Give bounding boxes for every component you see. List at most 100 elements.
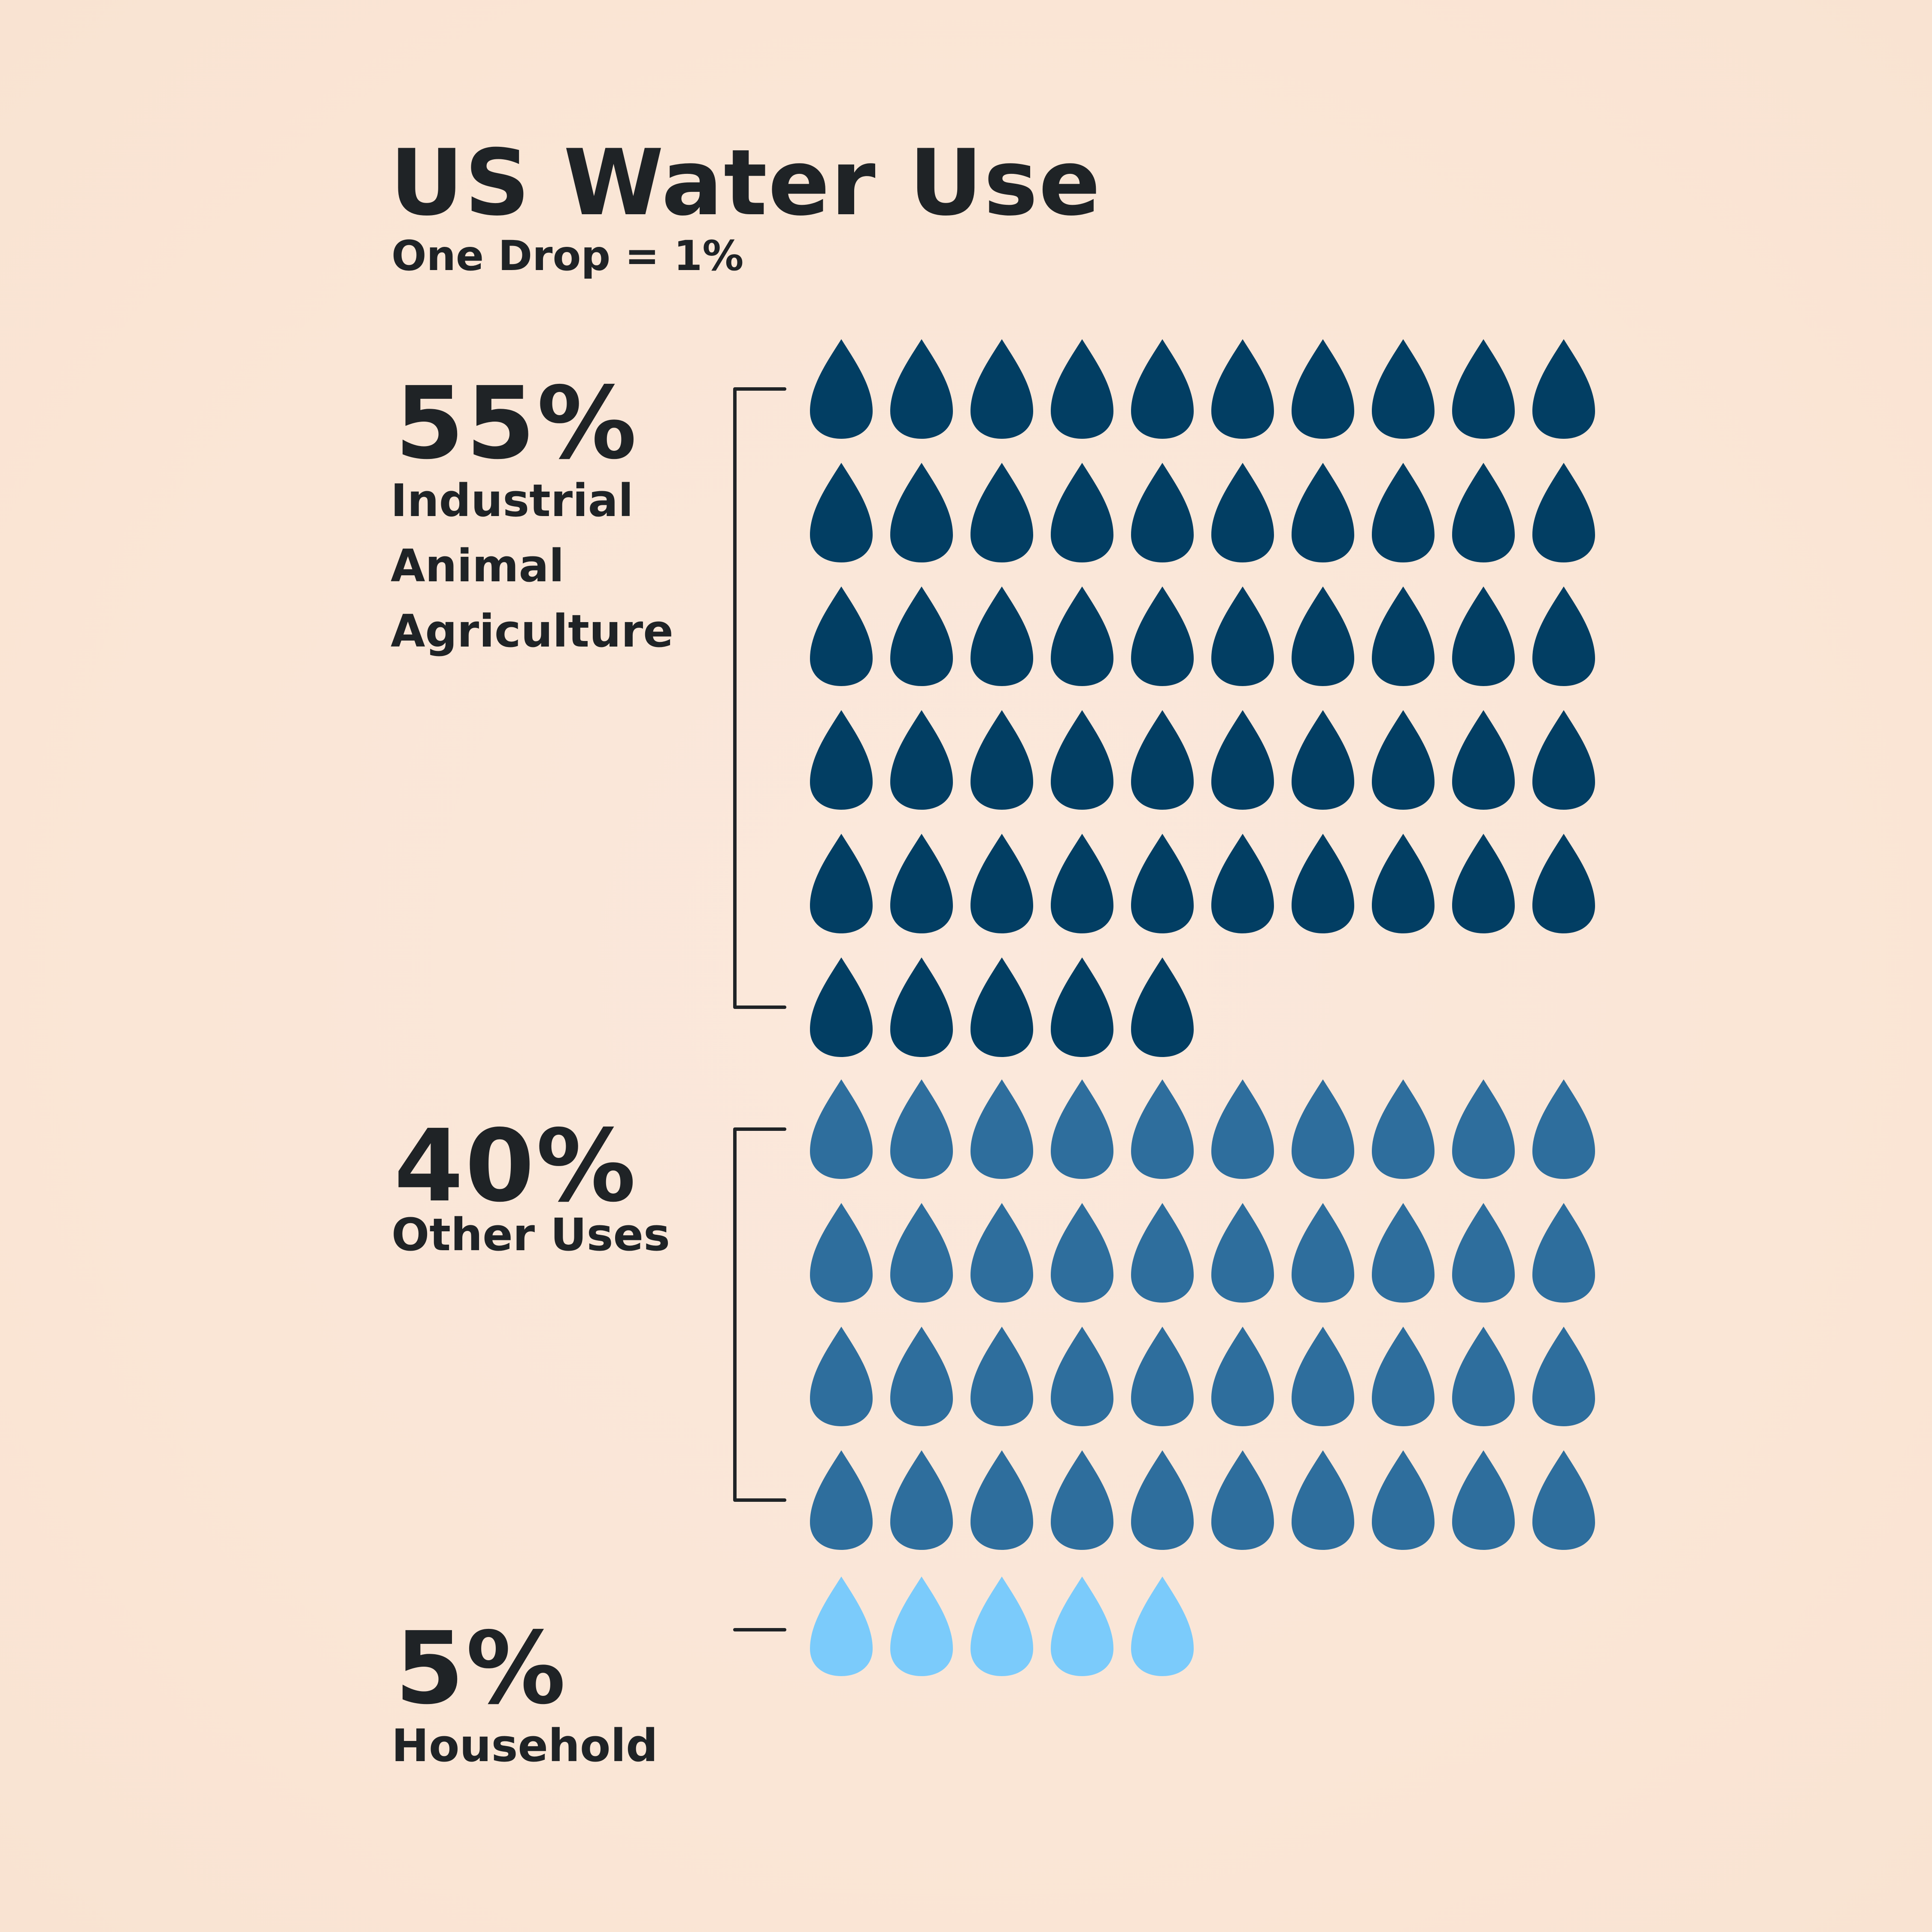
water-drop-icon <box>1372 1450 1435 1550</box>
water-drop-icon <box>1292 339 1354 439</box>
water-drop-icon <box>1131 586 1194 686</box>
water-drop-icon <box>1452 710 1515 810</box>
water-drop-icon <box>1372 463 1435 562</box>
water-drop-icon <box>890 1577 953 1676</box>
water-drop-icon <box>890 463 953 562</box>
label-industrial-line-1: Industrial <box>391 474 634 527</box>
water-drop-icon <box>1131 1203 1194 1303</box>
series-3-drops <box>810 1577 1194 1676</box>
water-drop-icon <box>1131 339 1194 439</box>
water-drop-icon <box>971 586 1033 686</box>
label-industrial-line-2: Animal <box>391 540 564 592</box>
water-drop-icon <box>890 1327 953 1426</box>
water-drop-icon <box>971 339 1033 439</box>
water-drop-icon <box>1051 1079 1113 1179</box>
water-drop-icon <box>971 710 1033 810</box>
water-drop-icon <box>890 834 953 933</box>
pct-household: 5% <box>395 1610 567 1726</box>
water-drop-icon <box>1051 1450 1113 1550</box>
water-drop-icon <box>1532 1203 1595 1303</box>
water-drop-icon <box>971 1450 1033 1550</box>
water-drop-icon <box>971 1577 1033 1676</box>
water-drop-icon <box>1452 1203 1515 1303</box>
water-drop-icon <box>1131 1327 1194 1426</box>
water-drop-icon <box>1372 1327 1435 1426</box>
water-drop-icon <box>890 710 953 810</box>
water-drop-icon <box>971 957 1033 1057</box>
water-drop-icon <box>810 1577 873 1676</box>
water-drop-icon <box>971 463 1033 562</box>
water-drop-icon <box>810 1327 873 1426</box>
water-drop-icon <box>1452 834 1515 933</box>
water-drop-icon <box>810 463 873 562</box>
water-drop-icon <box>1131 957 1194 1057</box>
water-drop-icon <box>1372 1079 1435 1179</box>
series-2-drops <box>810 1079 1595 1550</box>
water-drop-icon <box>1131 834 1194 933</box>
water-drop-icon <box>1452 1079 1515 1179</box>
label-other: Other Uses <box>391 1209 670 1261</box>
water-drop-icon <box>1292 1327 1354 1426</box>
water-drop-icon <box>1532 1327 1595 1426</box>
water-drop-icon <box>1051 586 1113 686</box>
water-drop-icon <box>1051 957 1113 1057</box>
water-drop-icon <box>1452 339 1515 439</box>
water-drop-icon <box>1292 586 1354 686</box>
water-drop-icon <box>1532 463 1595 562</box>
water-drop-icon <box>1051 710 1113 810</box>
water-drop-icon <box>1372 586 1435 686</box>
pct-other: 40% <box>394 1108 638 1224</box>
water-drop-icon <box>1372 1203 1435 1303</box>
water-drop-icon <box>971 834 1033 933</box>
water-drop-icon <box>1211 1450 1274 1550</box>
water-drop-icon <box>1051 834 1113 933</box>
water-drop-icon <box>971 1079 1033 1179</box>
water-drop-icon <box>1131 1079 1194 1179</box>
series-1-bracket <box>733 387 786 1009</box>
water-drop-icon <box>1131 1577 1194 1676</box>
water-drop-icon <box>890 339 953 439</box>
water-drop-icon <box>810 710 873 810</box>
water-drop-icon <box>1372 834 1435 933</box>
water-drop-icon <box>890 1450 953 1550</box>
water-drop-icon <box>1051 1577 1113 1676</box>
pct-industrial: 55% <box>395 365 639 481</box>
water-drop-icon <box>1292 1450 1354 1550</box>
label-industrial-line-3: Agriculture <box>391 605 673 657</box>
water-drop-icon <box>1131 1450 1194 1550</box>
water-drop-icon <box>810 957 873 1057</box>
water-drop-icon <box>890 957 953 1057</box>
water-drop-icon <box>1292 1079 1354 1179</box>
label-household: Household <box>391 1719 658 1772</box>
water-drop-icon <box>1211 1327 1274 1426</box>
chart-subtitle: One Drop = 1% <box>391 232 744 280</box>
water-drop-icon <box>1532 339 1595 439</box>
water-drop-icon <box>810 834 873 933</box>
series-1-drops <box>810 339 1595 1057</box>
water-drop-icon <box>1211 1079 1274 1179</box>
water-drop-icon <box>1051 1327 1113 1426</box>
water-drop-icon <box>1532 586 1595 686</box>
water-drop-icon <box>1292 710 1354 810</box>
water-drop-icon <box>1131 710 1194 810</box>
water-drop-icon <box>1211 463 1274 562</box>
water-drop-icon <box>1452 1450 1515 1550</box>
water-drop-icon <box>810 1203 873 1303</box>
water-drop-icon <box>1532 1079 1595 1179</box>
water-drop-icon <box>1051 339 1113 439</box>
water-drop-icon <box>890 586 953 686</box>
water-drop-icon <box>1051 463 1113 562</box>
water-drop-icon <box>971 1327 1033 1426</box>
water-drop-icon <box>810 1079 873 1179</box>
water-drop-icon <box>810 586 873 686</box>
water-drop-icon <box>810 339 873 439</box>
water-drop-icon <box>1131 463 1194 562</box>
water-drop-icon <box>1211 586 1274 686</box>
water-drop-icon <box>971 1203 1033 1303</box>
chart-title: US Water Use <box>390 130 1101 236</box>
water-drop-icon <box>1211 834 1274 933</box>
water-drop-icon <box>1211 339 1274 439</box>
water-drop-icon <box>1292 1203 1354 1303</box>
